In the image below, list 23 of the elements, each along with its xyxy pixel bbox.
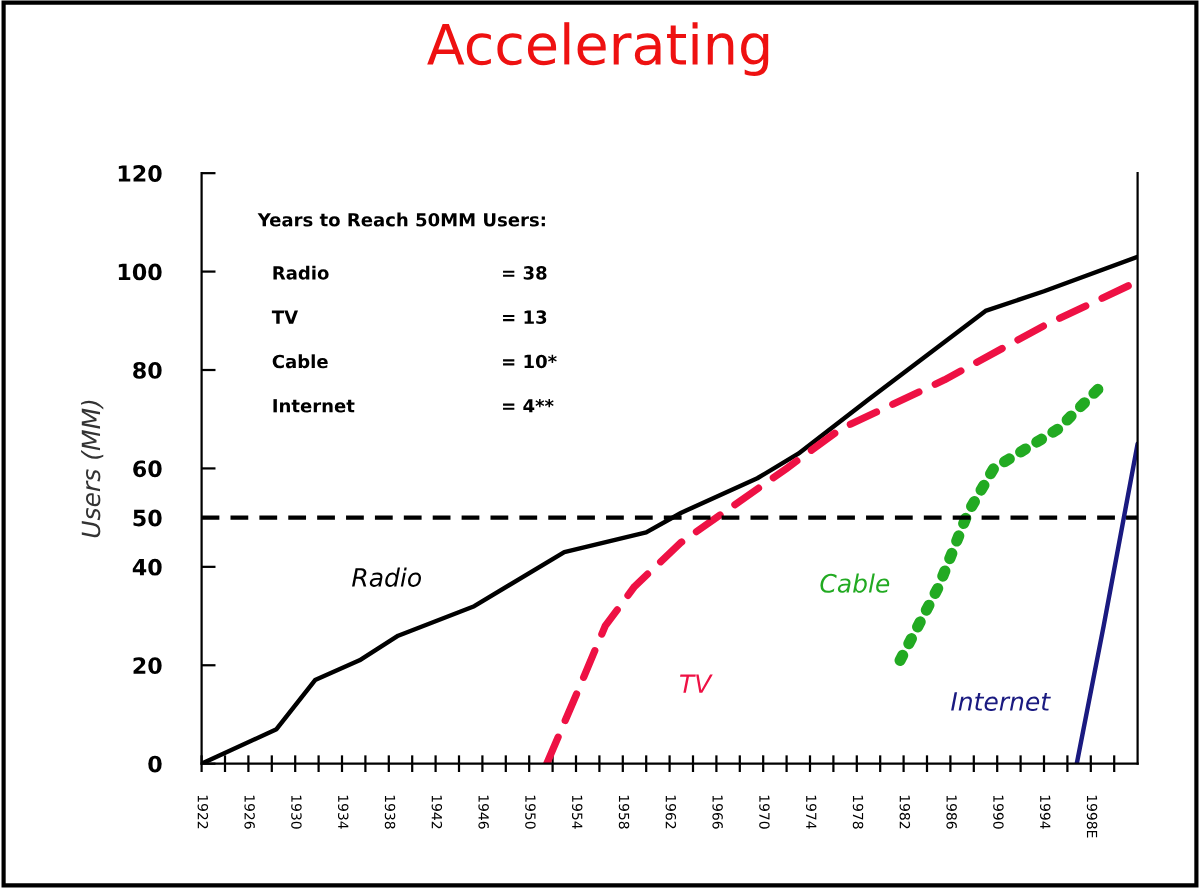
series-label: Radio xyxy=(352,567,422,587)
annotation: = 38 xyxy=(503,266,547,280)
annotation: Years to Reach 50MM Users: xyxy=(257,212,545,227)
series-label: Internet xyxy=(951,692,1051,711)
annotation: TV xyxy=(271,310,298,324)
annotation: = 10* xyxy=(503,354,557,369)
y-tick-label: 120 xyxy=(118,165,162,182)
annotation: = 4** xyxy=(503,398,554,413)
y-tick-label: 50 xyxy=(133,509,162,527)
y-tick-label: 100 xyxy=(118,263,162,281)
text: TV xyxy=(680,674,713,693)
y-tick-label: 20 xyxy=(133,657,162,675)
annotation: = 13 xyxy=(503,310,547,324)
y-tick-label: 60 xyxy=(133,460,162,478)
annotation: Internet xyxy=(273,399,355,413)
y-axis-title: Users (MM) xyxy=(81,400,104,538)
y-tick-label: 40 xyxy=(132,558,162,576)
y-tick-label: 0 xyxy=(148,755,162,773)
annotation: Cable xyxy=(272,354,328,369)
y-tick-label: 80 xyxy=(133,361,162,379)
series-label: Cable xyxy=(820,573,890,593)
annotation: Radio xyxy=(273,265,329,280)
chart-title: Accelerating xyxy=(427,22,769,76)
